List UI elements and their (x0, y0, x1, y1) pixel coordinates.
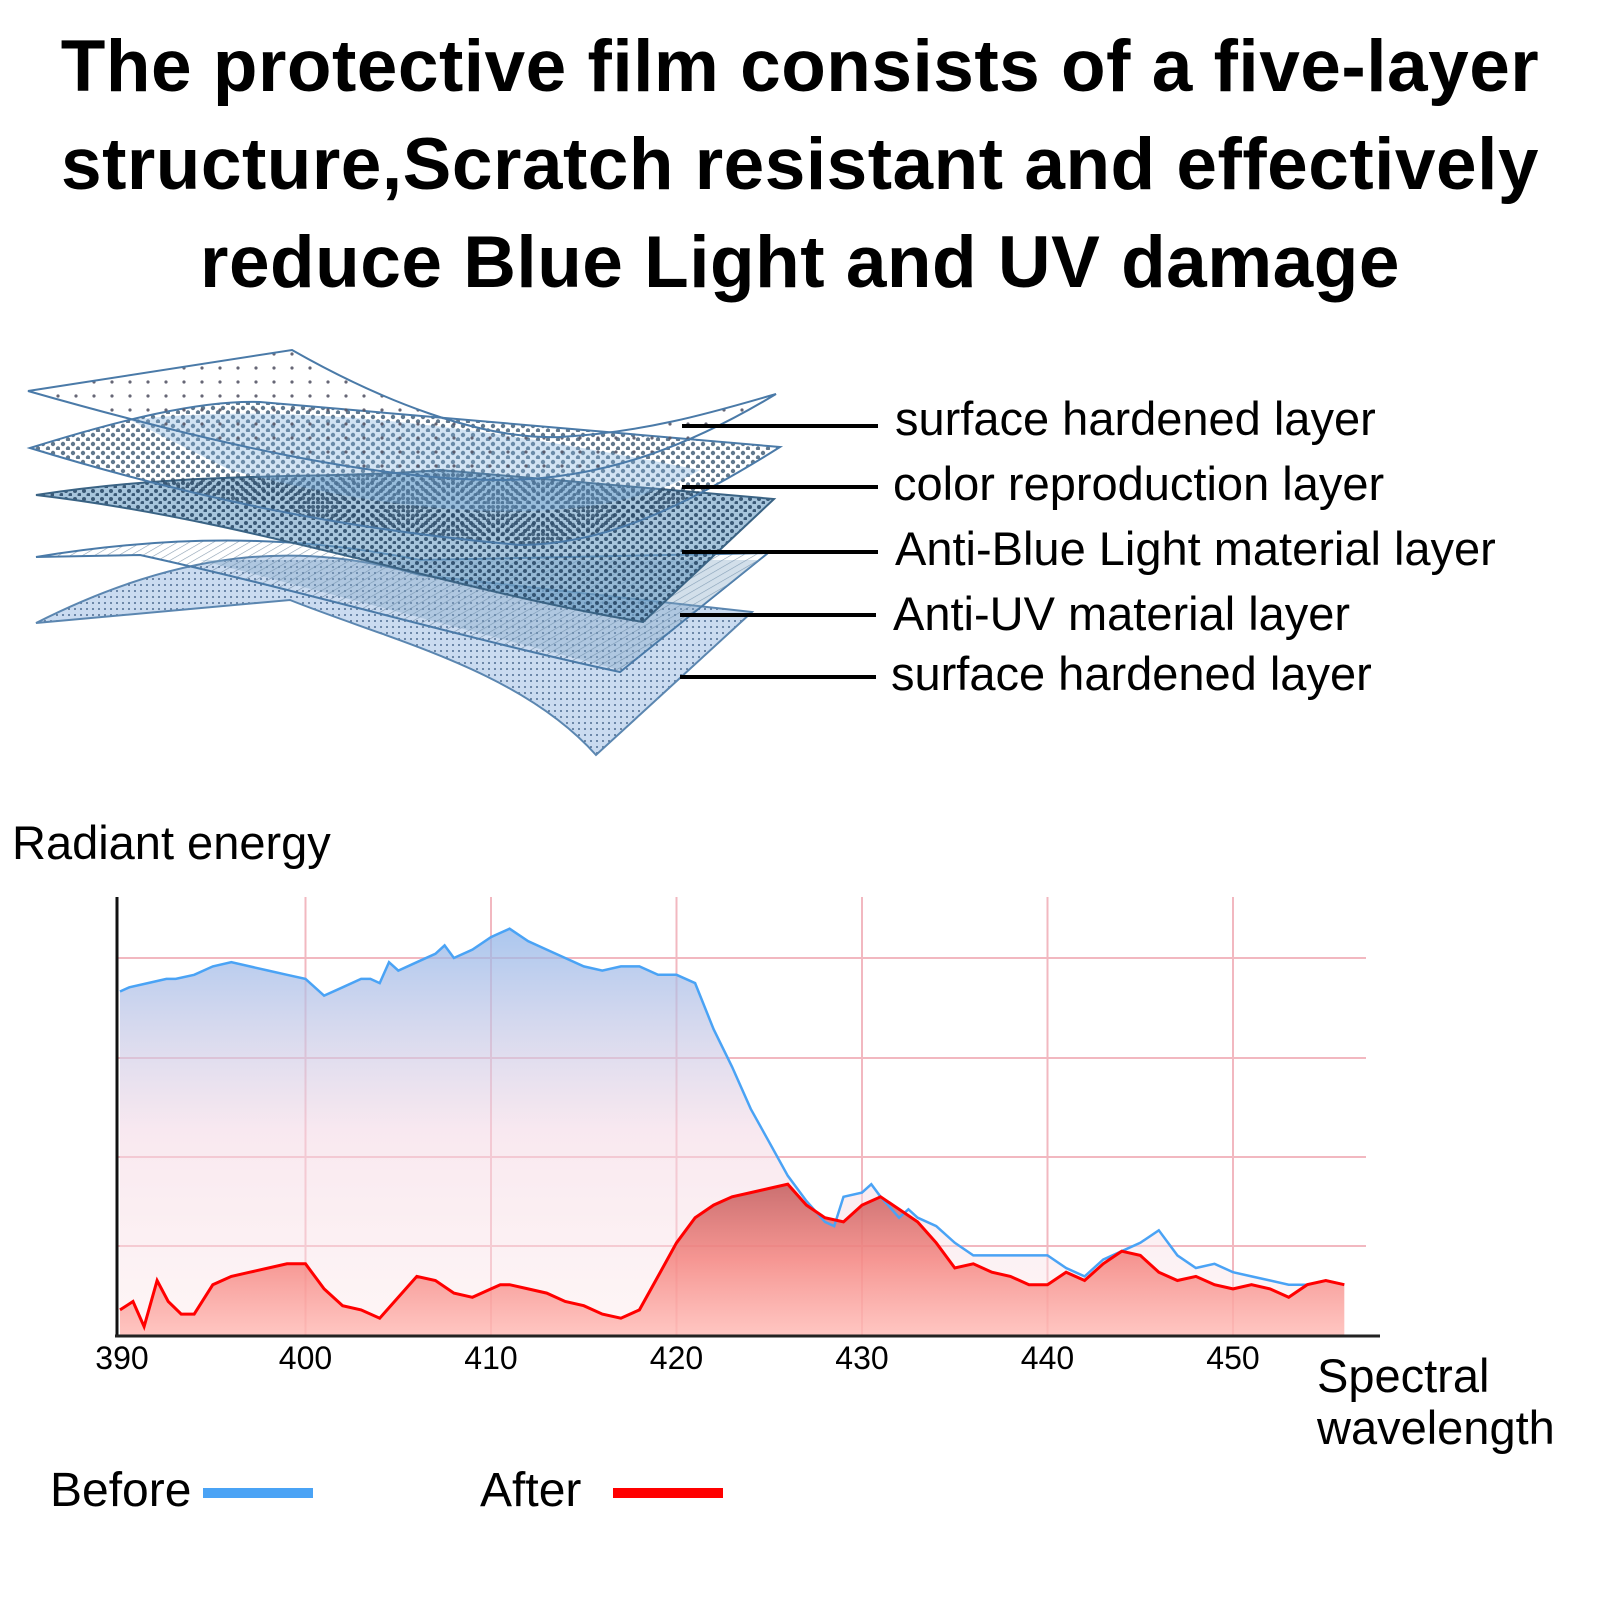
after-area (120, 1184, 1345, 1335)
x-tick-440: 440 (1020, 1340, 1075, 1376)
legend-after-label: After (480, 1464, 582, 1517)
spectrum-chart (115, 897, 1380, 1338)
leader-line-1 (682, 424, 878, 428)
leader-line-3 (682, 550, 878, 554)
legend-before-swatch (203, 1488, 313, 1498)
before-area (120, 928, 1345, 1335)
leader-line-4 (680, 613, 876, 617)
x-tick-430: 430 (835, 1340, 889, 1376)
layer-label-3: Anti-Blue Light material layer (895, 522, 1496, 575)
layer-1-shape (27, 348, 777, 482)
x-tick-450: 450 (1206, 1340, 1260, 1376)
y-axis-label: Radiant energy (12, 816, 331, 869)
leader-line-5 (680, 675, 876, 679)
legend-before-label: Before (50, 1464, 192, 1517)
x-tick-420: 420 (649, 1340, 704, 1376)
headline-line-3: reduce Blue Light and UV damage (200, 222, 1400, 303)
layer-label-4: Anti-UV material layer (893, 587, 1351, 640)
headline-line-2: structure,Scratch resistant and effectiv… (60, 124, 1539, 205)
layer-label-1: surface hardened layer (895, 392, 1376, 445)
after-line (119, 1182, 1345, 1332)
x-axis-label: Spectral wavelength (1317, 1349, 1555, 1454)
legend-after-swatch (613, 1488, 723, 1498)
five-layer-diagram (26, 348, 784, 757)
layer-label-2: color reproduction layer (893, 457, 1385, 510)
leader-line-2 (682, 485, 878, 489)
headline: The protective film consists of a five-l… (0, 18, 1600, 312)
x-tick-400: 400 (278, 1340, 333, 1376)
x-tick-390: 390 (95, 1340, 149, 1376)
x-tick-410: 410 (464, 1340, 518, 1376)
headline-line-1: The protective film consists of a five-l… (60, 26, 1540, 107)
layer-label-5: surface hardened layer (891, 647, 1372, 700)
